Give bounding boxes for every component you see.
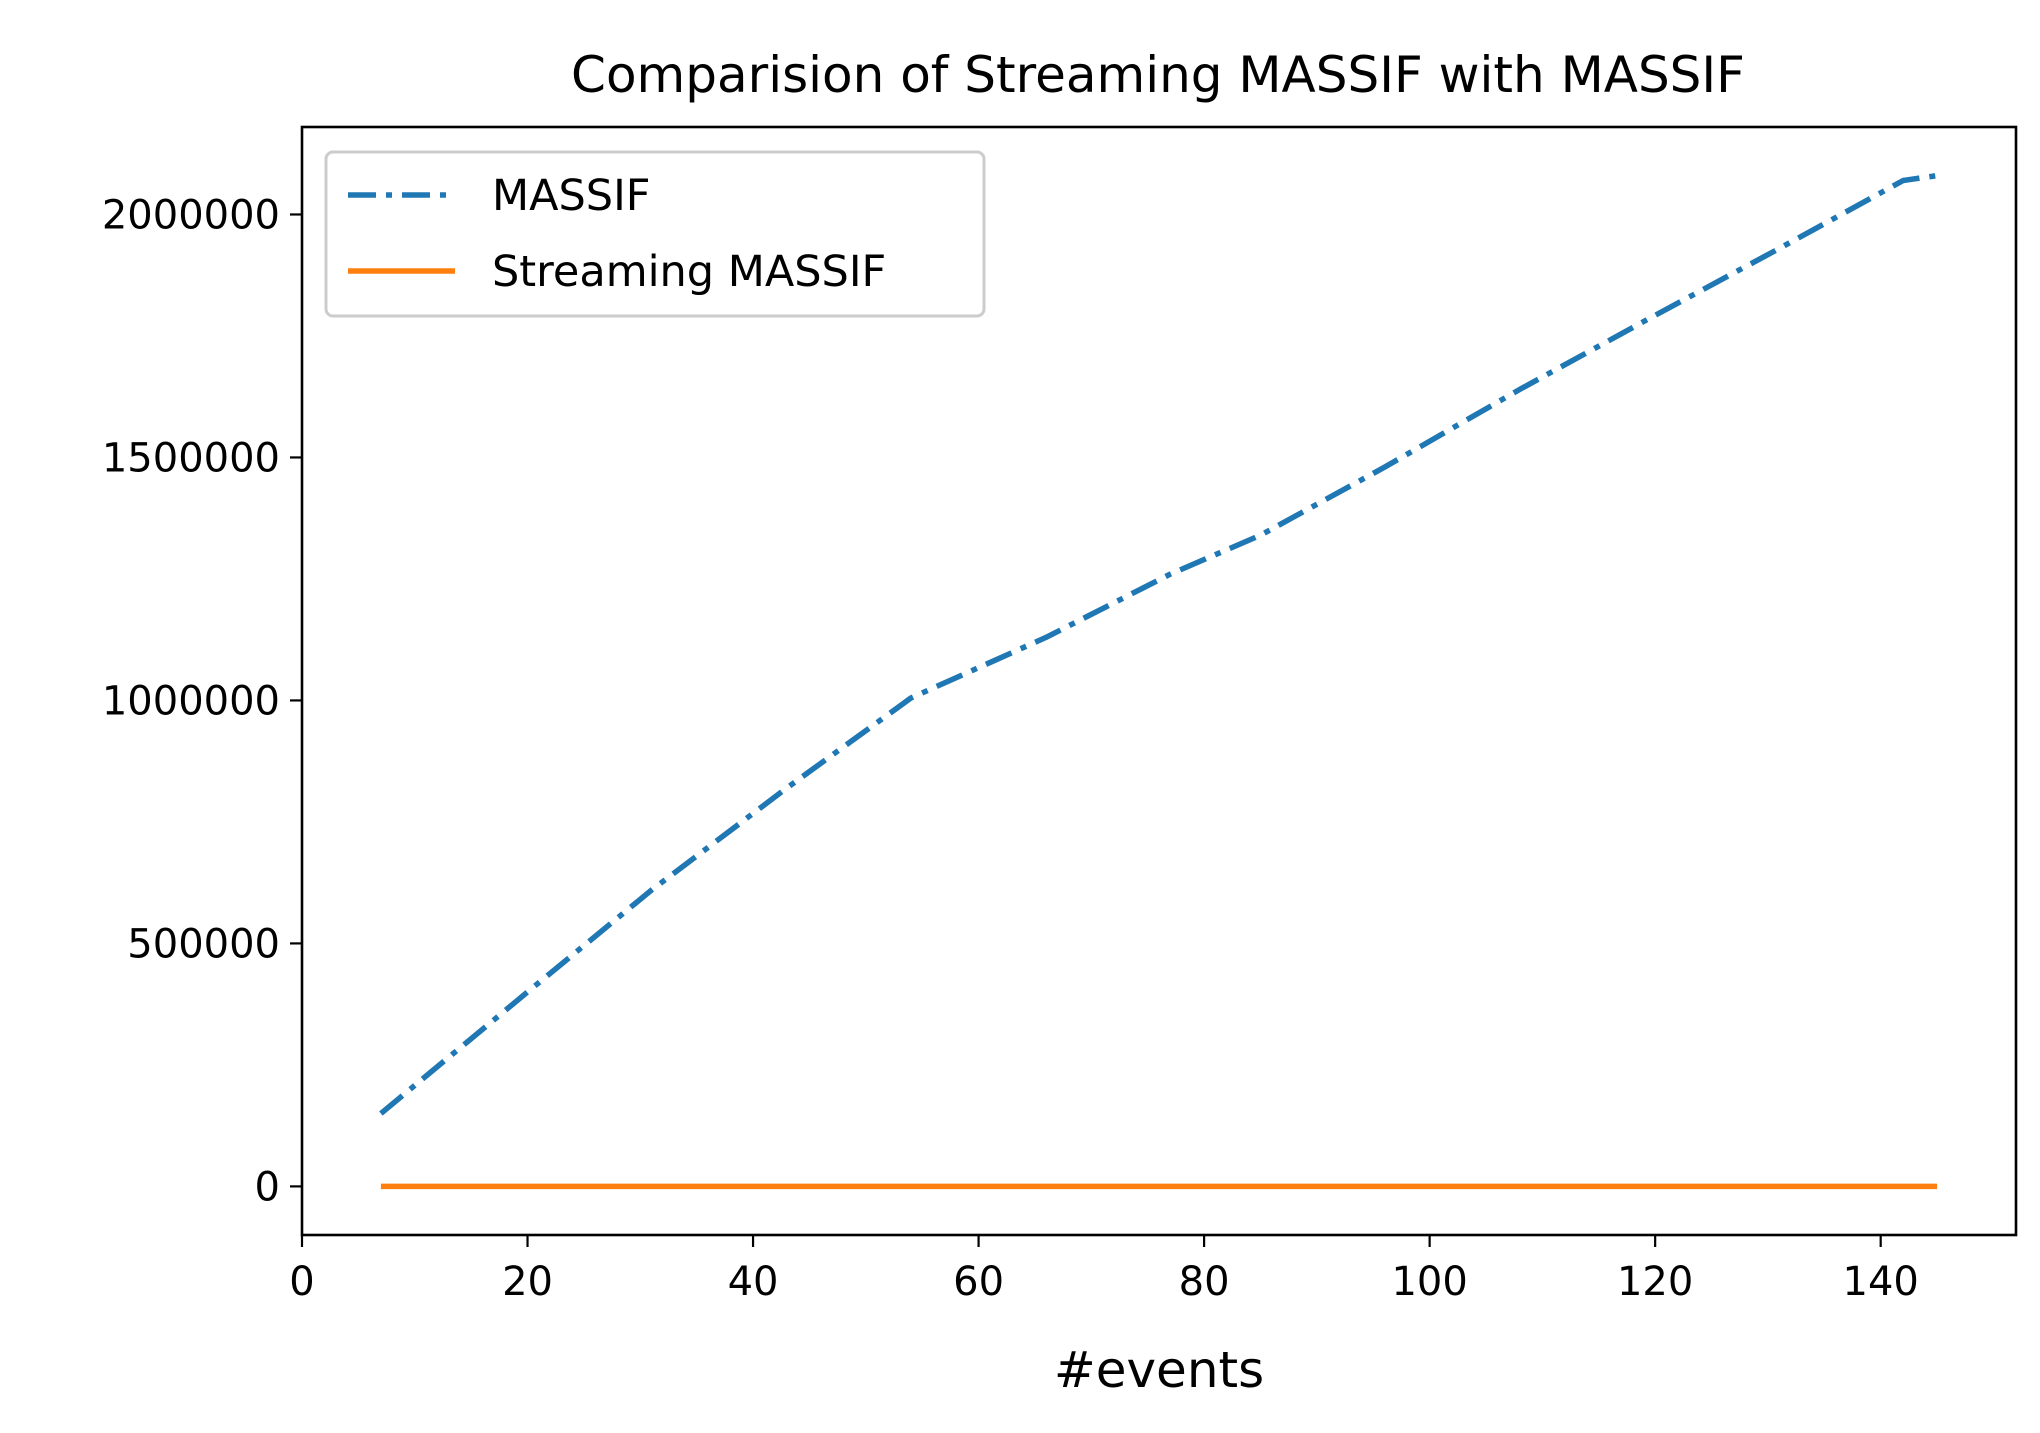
series-line-massif: [379, 172, 1938, 1116]
x-tick-label: 100: [1391, 1259, 1467, 1305]
x-axis: 0 20 40 60 80 100 120 140: [289, 1235, 1919, 1305]
legend-box: [324, 150, 986, 318]
y-tick-label: 500000: [127, 921, 280, 967]
x-tick-label: 0: [289, 1259, 314, 1305]
x-axis-label: #events: [1054, 1341, 1264, 1399]
x-tick-label: 140: [1843, 1259, 1919, 1305]
y-tick-label: 2000000: [102, 192, 280, 238]
x-tick-label: 80: [1179, 1259, 1230, 1305]
x-tick-label: 60: [953, 1259, 1004, 1305]
x-tick-label: 20: [502, 1259, 553, 1305]
x-tick-label: 40: [728, 1259, 779, 1305]
plot-area: [379, 172, 1938, 1190]
x-tick-label: 120: [1617, 1259, 1693, 1305]
legend: MASSIF Streaming MASSIF: [324, 150, 986, 318]
y-tick-label: 1000000: [102, 678, 280, 724]
legend-label: Streaming MASSIF: [492, 247, 886, 297]
y-tick-label: 1500000: [102, 435, 280, 481]
legend-label: MASSIF: [492, 171, 651, 221]
plot-frame: [300, 125, 2018, 1237]
y-tick-label: 0: [255, 1164, 280, 1210]
chart-title: Comparision of Streaming MASSIF with MAS…: [571, 46, 1745, 104]
y-axis: 0 500000 1000000 1500000 2000000: [102, 192, 302, 1210]
